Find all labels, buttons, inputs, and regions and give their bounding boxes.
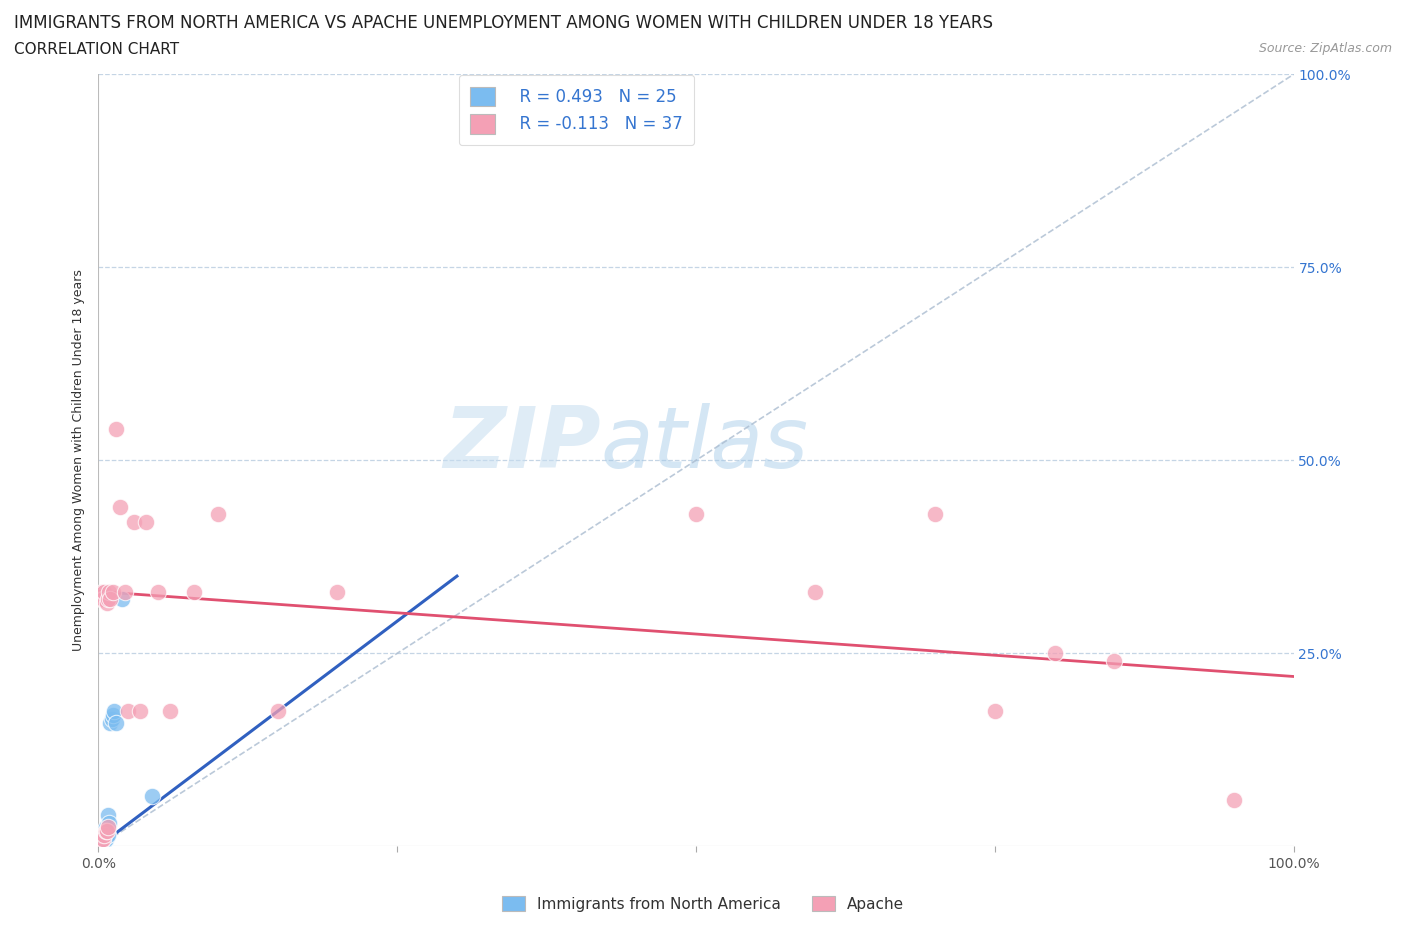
Point — [114, 584, 136, 599]
Point — [91, 584, 114, 599]
Legend:   R = 0.493   N = 25,   R = -0.113   N = 37: R = 0.493 N = 25, R = -0.113 N = 37 — [458, 75, 695, 145]
Point — [117, 704, 139, 719]
Point — [93, 823, 115, 838]
Point — [91, 591, 114, 606]
Point — [90, 591, 112, 606]
Point — [98, 591, 122, 606]
Point — [93, 832, 115, 847]
Text: Source: ZipAtlas.com: Source: ZipAtlas.com — [1258, 42, 1392, 55]
Point — [1102, 654, 1125, 669]
Point — [207, 507, 229, 522]
Point — [804, 584, 827, 599]
Point — [93, 584, 115, 599]
Point — [91, 836, 114, 851]
Point — [93, 834, 115, 849]
Point — [91, 831, 114, 846]
Point — [984, 704, 1007, 719]
Point — [94, 819, 117, 834]
Text: CORRELATION CHART: CORRELATION CHART — [14, 42, 179, 57]
Point — [96, 828, 118, 843]
Point — [91, 828, 114, 843]
Point — [97, 819, 120, 834]
Point — [148, 584, 170, 599]
Point — [124, 514, 146, 529]
Point — [111, 591, 134, 606]
Point — [93, 828, 115, 843]
Point — [98, 816, 121, 830]
Point — [90, 834, 112, 849]
Point — [89, 837, 111, 852]
Point — [98, 584, 121, 599]
Point — [97, 808, 120, 823]
Point — [91, 835, 114, 850]
Point — [159, 704, 181, 719]
Text: atlas: atlas — [600, 404, 808, 486]
Text: IMMIGRANTS FROM NORTH AMERICA VS APACHE UNEMPLOYMENT AMONG WOMEN WITH CHILDREN U: IMMIGRANTS FROM NORTH AMERICA VS APACHE … — [14, 14, 993, 32]
Point — [101, 708, 124, 723]
Point — [94, 823, 117, 838]
Legend: Immigrants from North America, Apache: Immigrants from North America, Apache — [496, 889, 910, 918]
Point — [108, 499, 131, 514]
Point — [91, 832, 114, 847]
Point — [103, 704, 125, 719]
Point — [183, 584, 205, 599]
Point — [267, 704, 290, 719]
Point — [135, 514, 157, 529]
Point — [129, 704, 152, 719]
Point — [96, 596, 118, 611]
Y-axis label: Unemployment Among Women with Children Under 18 years: Unemployment Among Women with Children U… — [72, 270, 86, 651]
Point — [685, 507, 707, 522]
Point — [105, 715, 128, 730]
Point — [89, 835, 111, 850]
Point — [91, 831, 114, 846]
Point — [97, 828, 120, 843]
Point — [326, 584, 349, 599]
Point — [105, 422, 128, 437]
Point — [91, 833, 114, 848]
Point — [141, 789, 163, 804]
Point — [1043, 646, 1066, 661]
Point — [101, 584, 124, 599]
Point — [90, 835, 112, 850]
Point — [94, 831, 117, 846]
Point — [100, 711, 122, 726]
Point — [924, 507, 946, 522]
Point — [98, 715, 122, 730]
Text: ZIP: ZIP — [443, 404, 600, 486]
Point — [90, 837, 112, 852]
Point — [96, 823, 118, 838]
Point — [97, 591, 120, 606]
Point — [91, 828, 114, 843]
Point — [1222, 792, 1246, 807]
